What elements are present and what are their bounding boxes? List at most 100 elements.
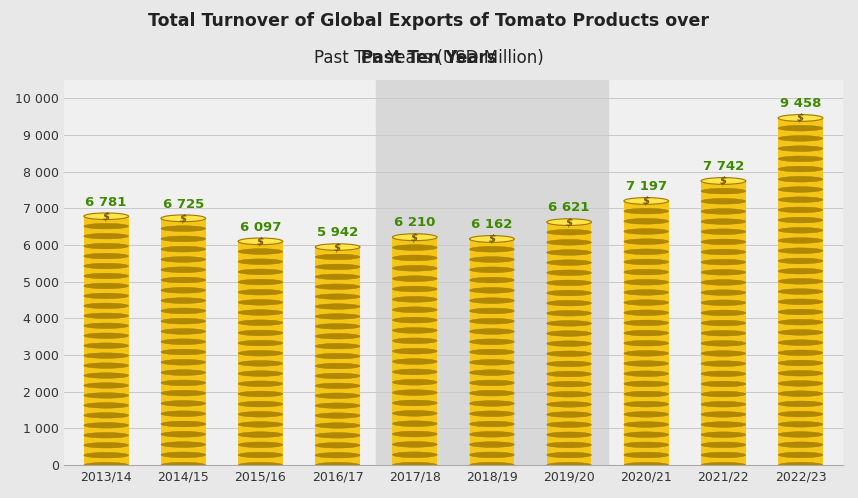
Bar <box>84 435 129 445</box>
Text: 6 097: 6 097 <box>239 221 281 234</box>
Bar <box>701 282 746 293</box>
Bar <box>547 303 591 313</box>
Bar <box>778 179 823 189</box>
Bar <box>547 394 591 404</box>
Bar <box>701 262 746 272</box>
Bar <box>624 242 668 252</box>
Bar <box>315 297 360 307</box>
Ellipse shape <box>315 443 360 448</box>
Bar <box>547 455 591 465</box>
Bar <box>392 382 438 392</box>
Ellipse shape <box>778 258 823 264</box>
Ellipse shape <box>778 360 823 366</box>
Bar <box>469 455 514 465</box>
Ellipse shape <box>547 321 591 326</box>
Ellipse shape <box>624 290 668 295</box>
Ellipse shape <box>84 313 129 319</box>
Bar <box>469 321 514 332</box>
Ellipse shape <box>701 320 746 326</box>
Ellipse shape <box>239 462 283 468</box>
Bar <box>315 376 360 386</box>
Ellipse shape <box>315 304 360 309</box>
Ellipse shape <box>161 421 206 427</box>
Bar <box>392 341 438 351</box>
Text: 6 781: 6 781 <box>86 196 127 209</box>
Ellipse shape <box>239 269 283 275</box>
Bar <box>239 353 283 364</box>
Ellipse shape <box>547 270 591 275</box>
Bar <box>778 312 823 322</box>
Bar <box>624 282 668 292</box>
Ellipse shape <box>392 421 438 427</box>
Ellipse shape <box>547 219 591 226</box>
Ellipse shape <box>624 310 668 316</box>
Bar <box>315 425 360 435</box>
Bar <box>624 414 668 424</box>
Ellipse shape <box>778 350 823 356</box>
Text: $: $ <box>643 196 650 206</box>
Ellipse shape <box>392 462 438 468</box>
Ellipse shape <box>547 249 591 255</box>
Ellipse shape <box>315 274 360 279</box>
Ellipse shape <box>778 166 823 172</box>
Ellipse shape <box>547 230 591 235</box>
Ellipse shape <box>778 289 823 294</box>
Bar <box>315 356 360 366</box>
Ellipse shape <box>624 239 668 245</box>
Ellipse shape <box>84 443 129 448</box>
Bar <box>239 343 283 353</box>
Text: $: $ <box>179 213 187 223</box>
Bar <box>84 445 129 455</box>
Ellipse shape <box>239 422 283 427</box>
Bar <box>624 445 668 455</box>
Bar <box>84 356 129 366</box>
Bar <box>392 320 438 331</box>
Bar <box>778 210 823 220</box>
Ellipse shape <box>315 463 360 468</box>
Ellipse shape <box>315 373 360 378</box>
Ellipse shape <box>161 236 206 242</box>
Bar <box>161 270 206 280</box>
Bar <box>624 313 668 323</box>
Ellipse shape <box>239 351 283 356</box>
Bar <box>778 435 823 445</box>
Bar <box>239 424 283 435</box>
Ellipse shape <box>624 462 668 468</box>
Bar <box>701 364 746 374</box>
Ellipse shape <box>547 412 591 417</box>
Text: 5 942: 5 942 <box>317 227 359 240</box>
Bar <box>392 434 438 444</box>
Ellipse shape <box>778 371 823 376</box>
Ellipse shape <box>778 391 823 396</box>
Ellipse shape <box>624 442 668 448</box>
Bar <box>392 331 438 341</box>
Ellipse shape <box>392 255 438 261</box>
Bar <box>624 262 668 272</box>
Bar <box>161 362 206 373</box>
Ellipse shape <box>239 381 283 386</box>
Bar <box>701 333 746 343</box>
Bar <box>778 332 823 343</box>
Bar <box>84 326 129 336</box>
Ellipse shape <box>239 371 283 376</box>
Ellipse shape <box>701 361 746 367</box>
Bar <box>624 404 668 414</box>
Ellipse shape <box>701 452 746 458</box>
Bar <box>392 413 438 424</box>
Bar <box>392 289 438 299</box>
Bar <box>701 242 746 252</box>
Ellipse shape <box>547 351 591 357</box>
Bar <box>161 342 206 352</box>
Bar <box>624 232 668 242</box>
Bar <box>547 283 591 293</box>
Text: $: $ <box>334 242 341 252</box>
Ellipse shape <box>469 247 514 252</box>
Bar <box>701 272 746 282</box>
Bar <box>469 434 514 445</box>
Bar <box>315 396 360 406</box>
Ellipse shape <box>701 391 746 397</box>
Ellipse shape <box>778 248 823 253</box>
Bar <box>469 393 514 403</box>
Bar <box>315 346 360 356</box>
Ellipse shape <box>161 339 206 345</box>
